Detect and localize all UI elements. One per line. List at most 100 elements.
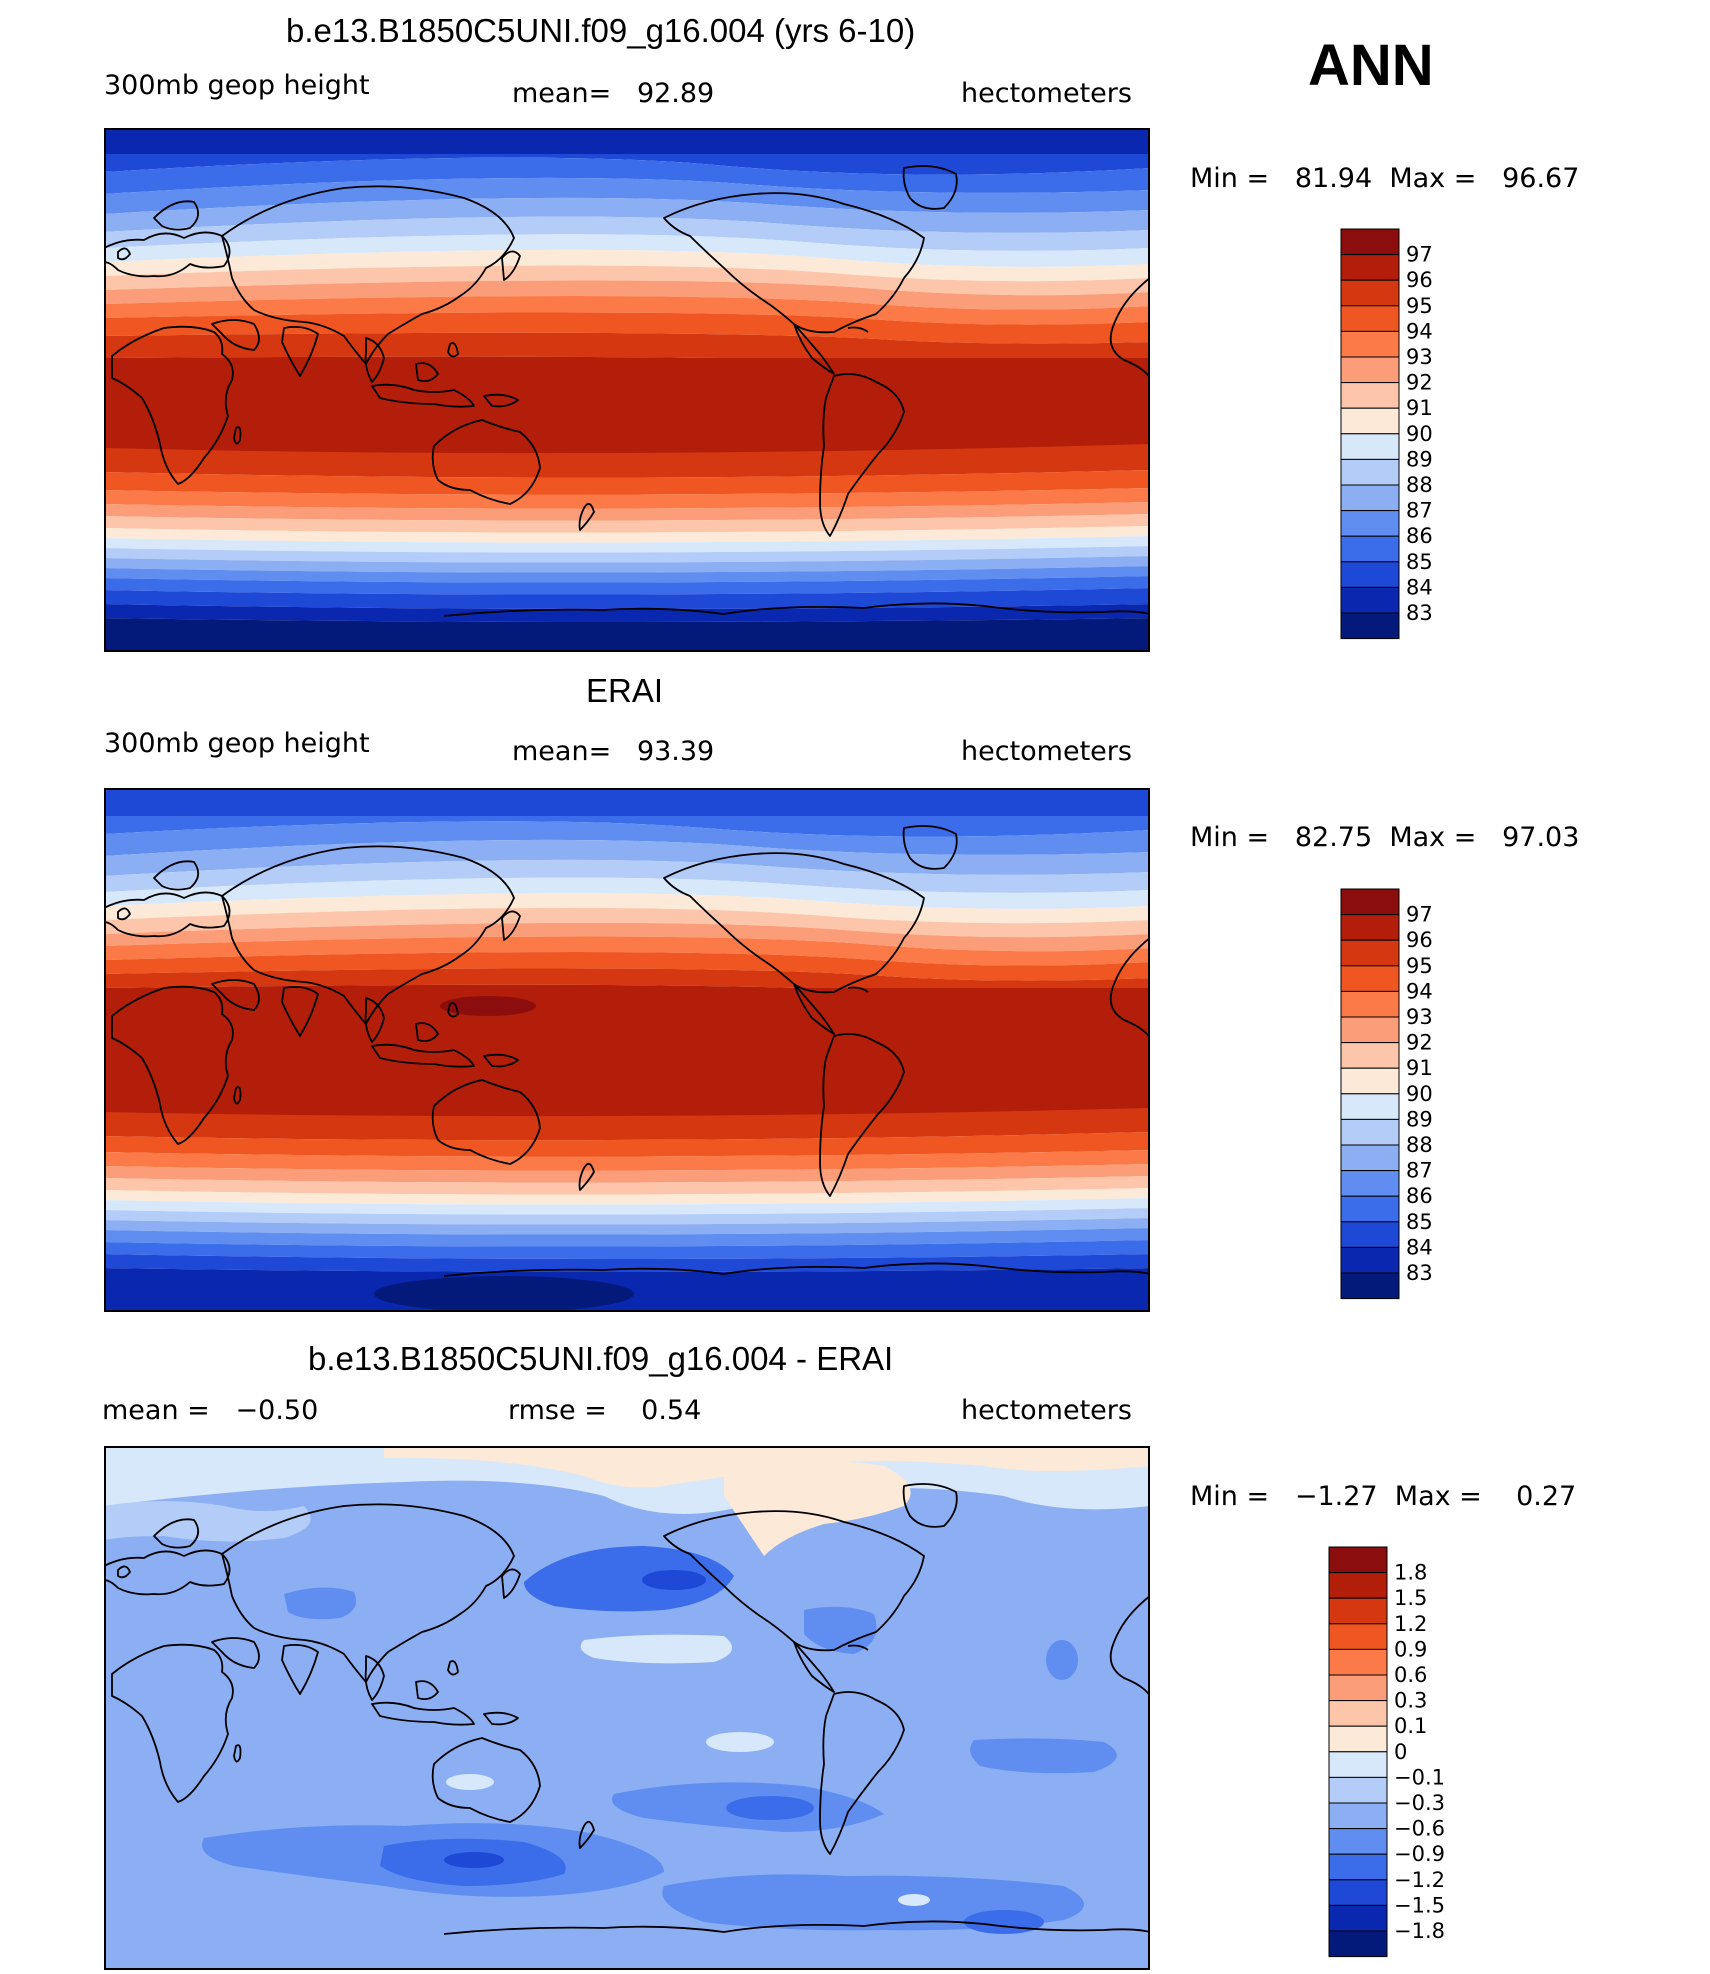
colorbar-swatch [1340, 484, 1400, 512]
colorbar-swatch [1340, 1221, 1400, 1248]
band [104, 816, 1150, 837]
diff-north-pacific-core [642, 1570, 706, 1590]
coast-asia [221, 845, 515, 1025]
colorbar-label: −0.6 [1394, 1817, 1445, 1841]
coast-new-guinea [483, 1053, 519, 1068]
coast-central-america [793, 983, 835, 1035]
band [104, 1176, 1150, 1195]
coast-madagascar [233, 1744, 242, 1763]
colorbar-swatch [1340, 458, 1400, 486]
band [104, 576, 1150, 595]
band [104, 197, 1150, 233]
colorbar-swatch [1328, 1930, 1388, 1958]
band [104, 893, 1150, 924]
band [104, 859, 1150, 893]
colorbar-label: 87 [1406, 499, 1433, 523]
coast-eastern-edge [1109, 1595, 1150, 1697]
colorbar-label: 91 [1406, 396, 1433, 420]
colorbar-swatch [1340, 407, 1400, 435]
coast-europe [104, 891, 231, 938]
band [104, 1188, 1150, 1205]
colorbar-label: 94 [1406, 979, 1433, 1003]
colorbar-swatch [1340, 356, 1400, 384]
colorbar-label: 86 [1406, 1184, 1433, 1208]
band [104, 1254, 1150, 1272]
panel-2-variable: 300mb geop height [104, 728, 370, 759]
colorbar-swatch [1340, 1118, 1400, 1146]
colorbar-label: 92 [1406, 371, 1433, 395]
panel-1-map [104, 128, 1150, 652]
band [104, 312, 1150, 344]
band [104, 1108, 1150, 1141]
panel-3-mean: mean = −0.50 [102, 1395, 319, 1426]
colorbar-label: −0.1 [1394, 1765, 1445, 1789]
panel-3-colorbar: 1.8 1.5 1.2 0.9 0.6 0.3 0.1 0 −0.1 −0.3 −0.6 −0.9 −1… [1328, 1546, 1488, 1962]
panel-1-colorbar: 97 96 95 94 93 92 91 90 89 88 87 86 85 84 83 [1340, 228, 1490, 644]
band [104, 1164, 1150, 1183]
coast-south-america [819, 1033, 905, 1197]
coast-indonesia [371, 383, 475, 408]
panel-2-mean: mean= 93.39 [512, 736, 715, 767]
colorbar-label: 96 [1406, 928, 1433, 952]
coast-antarctica [443, 602, 1150, 617]
band [104, 936, 1150, 966]
coast-scandinavia [153, 860, 200, 891]
panel-3-rmse: rmse = 0.54 [508, 1395, 702, 1426]
colorbar-label: 97 [1406, 243, 1433, 267]
band [104, 604, 1150, 622]
coast-uk [117, 1565, 131, 1579]
colorbar-swatch [1328, 1904, 1388, 1932]
coast-caribbean [847, 326, 869, 333]
diff-north-pacific-low [524, 1546, 734, 1612]
coast-central-america [793, 1641, 835, 1693]
coast-greenland [902, 1483, 958, 1528]
colorbar-swatch [1340, 382, 1400, 409]
panel-1-units: hectometers [961, 78, 1132, 109]
coast-central-america [793, 323, 835, 375]
coast-north-america [663, 852, 925, 994]
colorbar-label: 95 [1406, 294, 1433, 318]
coast-north-america [663, 192, 925, 334]
band [104, 1228, 1150, 1247]
coast-borneo [415, 362, 439, 383]
colorbar-label: −0.3 [1394, 1791, 1445, 1815]
panel-1-title: b.e13.B1850C5UNI.f09_g16.004 (yrs 6-10) [286, 12, 916, 49]
colorbar-label: 1.8 [1394, 1561, 1427, 1585]
coast-europe [104, 231, 231, 278]
colorbar-swatch [1340, 612, 1400, 640]
band [104, 1198, 1150, 1215]
colorbar-label: 92 [1406, 1031, 1433, 1055]
colorbar-label: 88 [1406, 473, 1433, 497]
band [104, 1240, 1150, 1259]
colorbar-label: 95 [1406, 954, 1433, 978]
colorbar-label: 0.1 [1394, 1714, 1427, 1738]
antarctic-min [374, 1276, 634, 1312]
coast-australia [431, 419, 541, 505]
panel-1-variable: 300mb geop height [104, 70, 370, 101]
band [104, 296, 1150, 325]
coast-australia [431, 1737, 541, 1823]
colorbar-swatch [1340, 939, 1400, 967]
colorbar-label: 93 [1406, 345, 1433, 369]
coast-japan [501, 910, 521, 941]
colorbar-swatch [1328, 1674, 1388, 1702]
coast-eastern-edge [1109, 937, 1150, 1039]
coast-indonesia [371, 1043, 475, 1068]
colorbar-swatch [1340, 510, 1400, 537]
coastlines [104, 165, 1150, 617]
colorbar-swatch [1340, 1016, 1400, 1044]
band [104, 154, 1150, 175]
coast-africa [111, 985, 234, 1145]
band [104, 470, 1150, 495]
coast-philippines [447, 1002, 459, 1018]
band [104, 839, 1150, 876]
coast-japan [501, 1568, 521, 1599]
coast-caribbean [847, 1644, 869, 1651]
band [104, 588, 1150, 609]
coast-india [281, 985, 319, 1037]
coast-africa [111, 1643, 234, 1803]
coast-asia [221, 185, 515, 365]
colorbar-label: 84 [1406, 575, 1433, 599]
panel-2-map [104, 788, 1150, 1312]
band [104, 157, 1150, 194]
